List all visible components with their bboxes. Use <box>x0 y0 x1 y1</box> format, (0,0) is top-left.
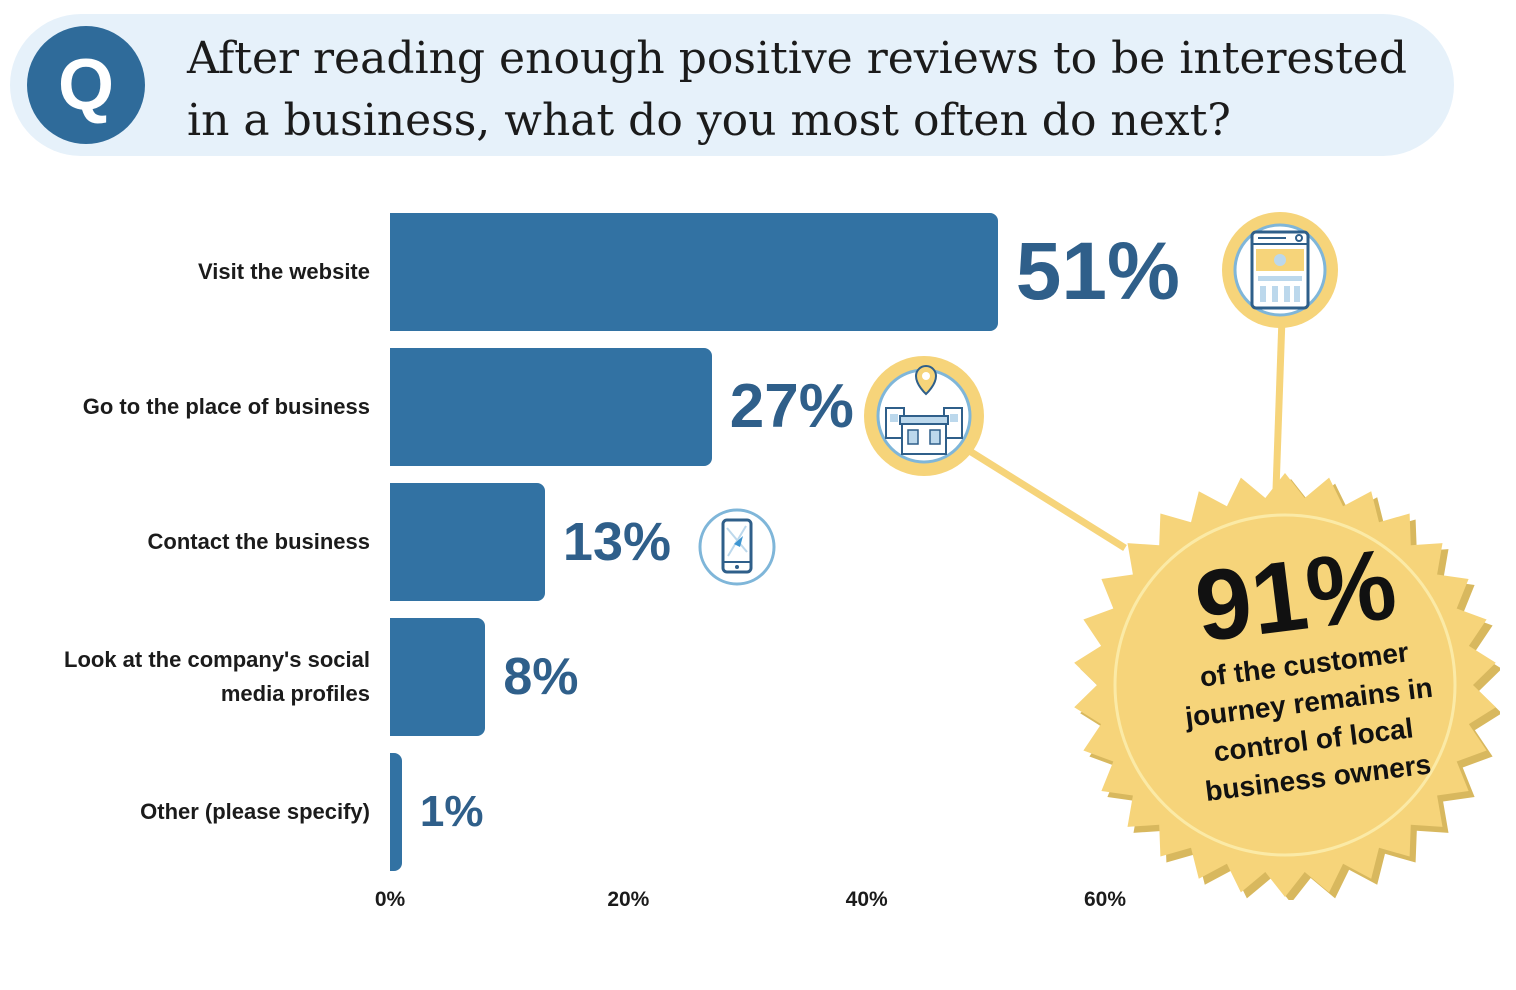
value-label-3: 8% <box>503 648 579 706</box>
question-badge: Q <box>27 26 145 144</box>
category-label-4: Other (please specify) <box>140 799 370 824</box>
callout-seal <box>1074 473 1500 900</box>
value-label-1: 27% <box>729 372 854 441</box>
value-label-2: 13% <box>562 512 671 572</box>
connector-place <box>966 447 1127 551</box>
category-label-0: Visit the website <box>198 259 370 284</box>
bar-2 <box>390 483 545 601</box>
mobile-phone-map-icon <box>698 508 776 586</box>
question-line-2: in a business, what do you most often do… <box>187 95 1231 146</box>
bar-1 <box>390 348 712 466</box>
q-letter-icon: Q <box>58 45 114 125</box>
svg-text:Q: Q <box>58 45 114 125</box>
x-tick-0: 0% <box>374 888 406 911</box>
website-icon <box>1222 212 1338 328</box>
map-pin-storefront-icon <box>864 356 984 476</box>
bar-4 <box>390 753 402 871</box>
question-line-1: After reading enough positive reviews to… <box>187 33 1407 84</box>
category-label-1: Go to the place of business <box>82 394 370 419</box>
callout-text: 91% of the customer journey remains in c… <box>1101 523 1509 819</box>
x-tick-2: 40% <box>845 888 888 911</box>
bar-0 <box>390 213 998 331</box>
question-banner <box>10 14 1454 156</box>
bar-3 <box>390 618 486 736</box>
value-label-4: 1% <box>419 787 484 836</box>
category-label-2: Contact the business <box>147 529 370 554</box>
x-tick-1: 20% <box>607 888 650 911</box>
seal-ring <box>1113 513 1457 857</box>
category-label-3: Look at the company's social media profil… <box>64 647 370 706</box>
connector-website <box>1272 317 1286 491</box>
seal-star <box>1074 473 1496 897</box>
value-label-0: 51% <box>1015 226 1180 317</box>
x-tick-3: 60% <box>1083 888 1127 911</box>
question-text: After reading enough positive reviews to… <box>187 28 1427 152</box>
